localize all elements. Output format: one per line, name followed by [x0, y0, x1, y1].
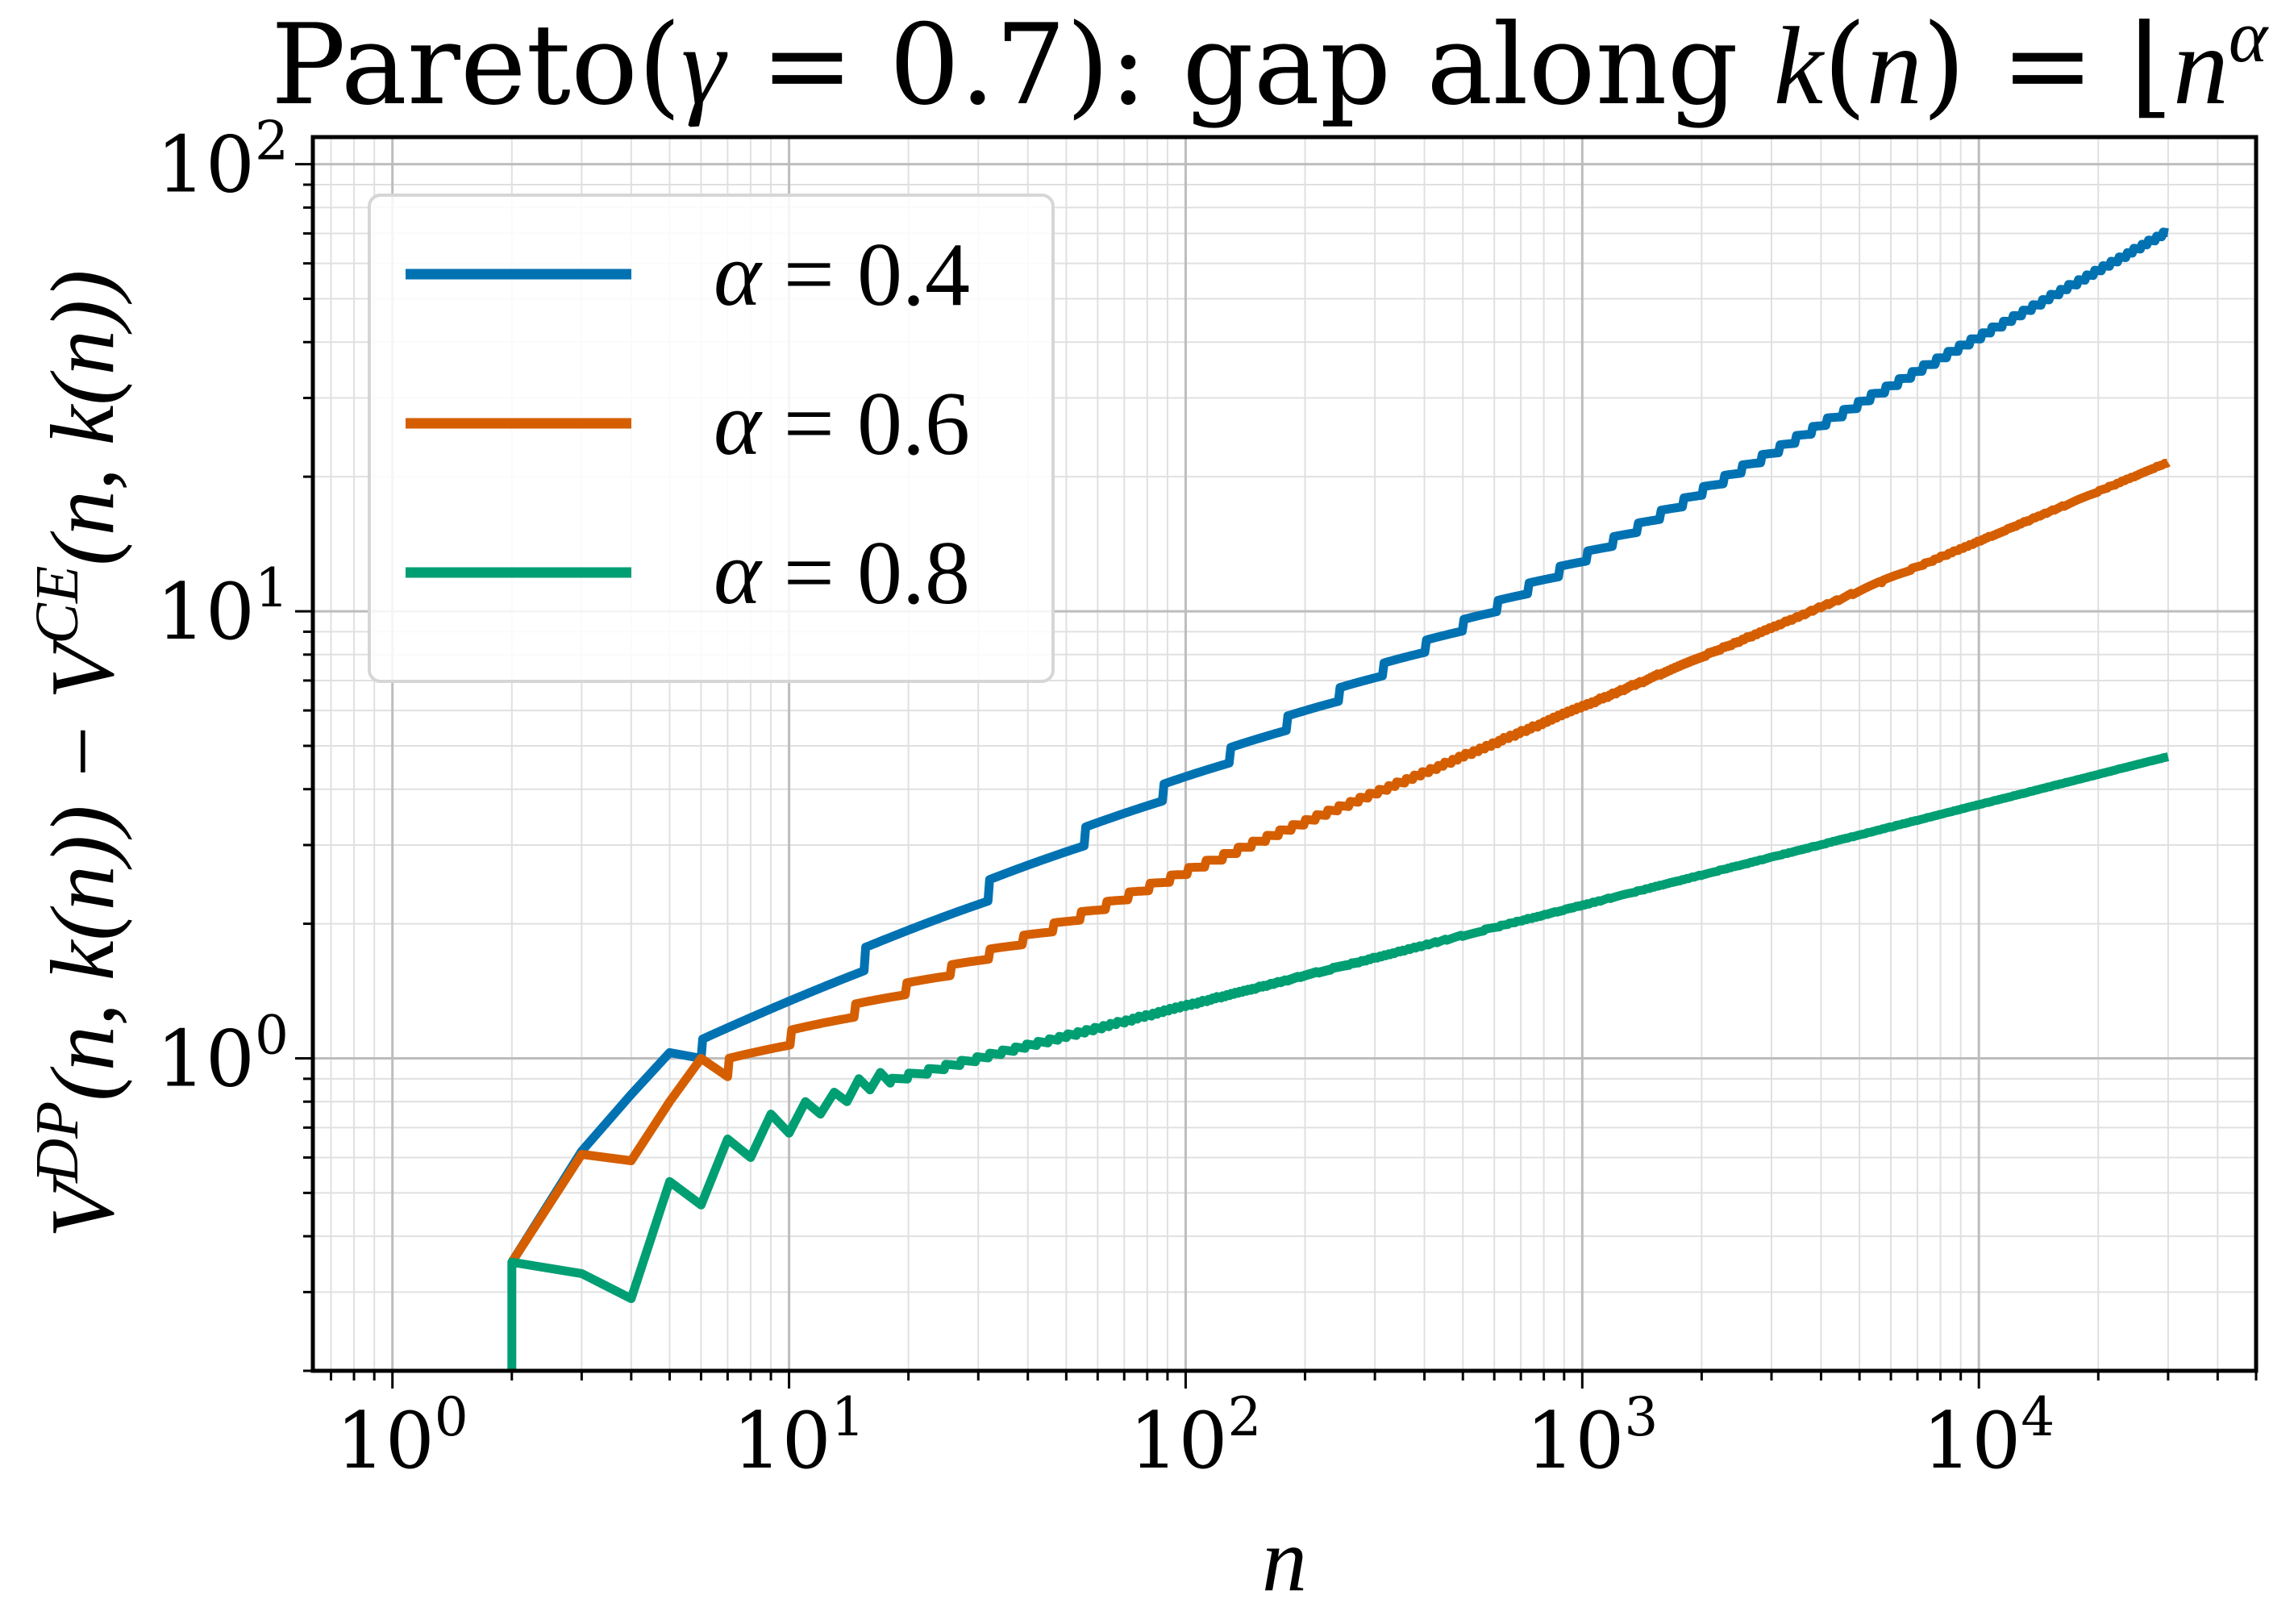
- axis-ticks: [295, 163, 2258, 1389]
- x-tick-label: 104: [1922, 1386, 2055, 1486]
- y-tick-label: 100: [156, 1004, 289, 1104]
- x-axis-label: n: [1262, 1510, 1307, 1610]
- axes-frame: [310, 135, 2259, 1373]
- legend: α = 0.4 α = 0.6 α = 0.8: [368, 194, 1055, 683]
- legend-label-2: α = 0.6: [714, 374, 970, 474]
- series-line-3: [507, 752, 2171, 1371]
- y-tick-label: 101: [156, 557, 289, 657]
- x-tick-label: 103: [1526, 1386, 1658, 1486]
- legend-label-1: α = 0.4: [714, 225, 970, 325]
- series-line-2: [508, 458, 2171, 1265]
- y-axis-label: VDP(n, k(n)) − VCE(n, k(n)): [23, 270, 133, 1239]
- x-tick-label: 102: [1129, 1386, 1261, 1486]
- legend-box: [368, 194, 1055, 683]
- series-line-1: [508, 227, 2171, 1265]
- tick-labels: 100 101 102 103 104 100 101 102: [156, 110, 2055, 1486]
- series-lines: [507, 227, 2171, 1371]
- chart-title: Pareto(γ = 0.7): gap along k(n) = ⌊nα⌋: [271, 0, 2269, 130]
- legend-label-3: α = 0.8: [714, 523, 970, 623]
- x-tick-label: 101: [732, 1386, 864, 1486]
- y-tick-label: 102: [156, 110, 289, 210]
- x-tick-label: 100: [336, 1386, 468, 1486]
